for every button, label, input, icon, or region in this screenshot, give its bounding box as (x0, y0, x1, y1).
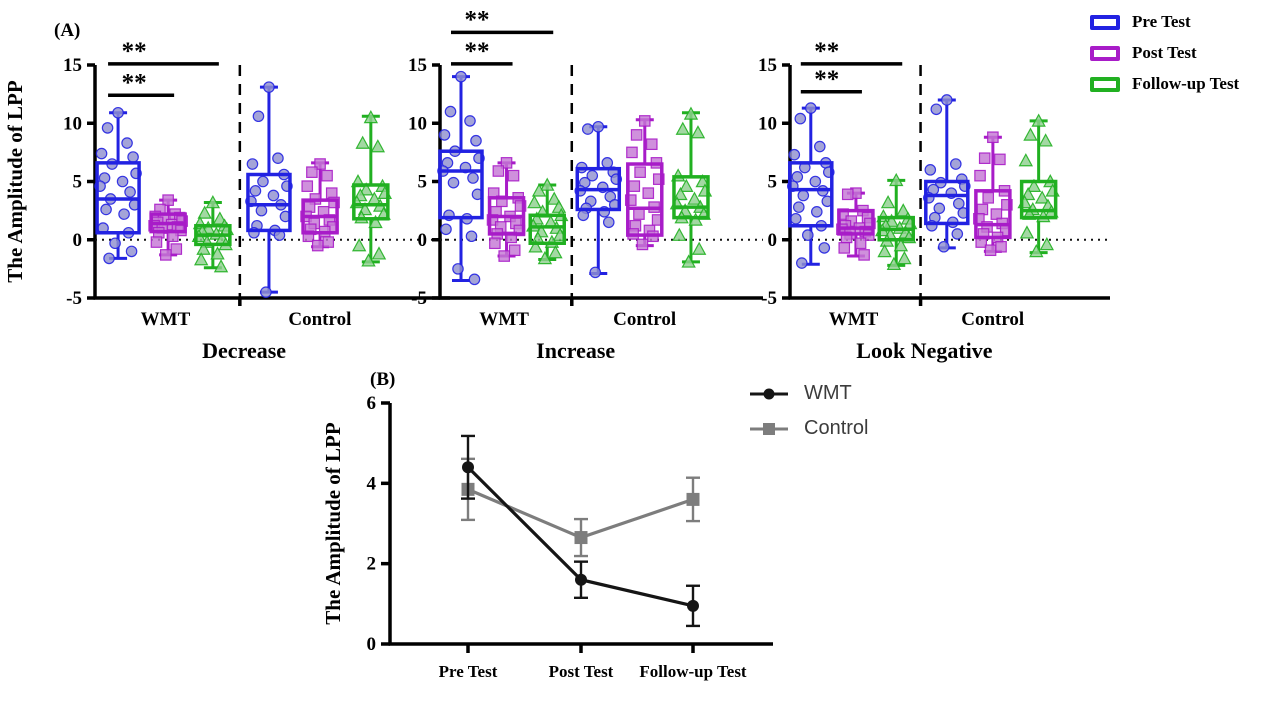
x-tick-label-post-test: Post Test (549, 662, 614, 681)
box-control-post-test (300, 158, 340, 252)
y-tick-label: 0 (768, 230, 778, 251)
significance-stars: ** (464, 38, 489, 65)
box-wmt-follow-up-test (191, 195, 235, 273)
legend-label: Pre Test (1132, 12, 1191, 31)
y-tick-label: -5 (761, 288, 777, 309)
group-label-wmt: WMT (479, 309, 529, 330)
legend-item-pre-test: Pre Test (1090, 12, 1239, 32)
box-wmt-follow-up-test (526, 177, 569, 265)
y-tick-label: 2 (367, 554, 377, 575)
panel-a-legend: Pre Test Post Test Follow-up Test (1090, 12, 1239, 105)
series-wmt (461, 434, 700, 628)
axes (87, 63, 450, 306)
significance-bar: ** (450, 38, 513, 66)
panel-a-label: (A) (54, 20, 81, 41)
y-tick-label: 5 (418, 172, 428, 193)
y-tick-label: 15 (758, 55, 777, 76)
significance-stars: ** (814, 38, 839, 65)
significance-stars: ** (814, 66, 839, 93)
panel-a-subplot-look-negative: 15 10 5 0 -5 **** WMT Control Look Negative (758, 38, 1110, 363)
box-control-post-test (973, 131, 1013, 257)
subplot-title: Decrease (202, 338, 286, 363)
y-tick-label: -5 (66, 288, 82, 309)
significance-stars: ** (122, 38, 147, 65)
legend-label: Post Test (1132, 43, 1197, 62)
y-tick-label: 6 (367, 393, 377, 414)
y-axis-label: The Amplitude of LPP (321, 422, 345, 625)
legend-item-follow-up-test: Follow-up Test (1090, 74, 1239, 94)
panel-b-line-chart: 0 2 4 6 Pre Test Post Test Follow-up Test The A… (321, 393, 773, 681)
y-axis-label: The Amplitude of LPP (3, 80, 27, 283)
box-control-pre-test (923, 94, 971, 253)
significance-bar: ** (450, 6, 554, 35)
box-wmt-follow-up-test (875, 172, 918, 271)
legend-marker-wmt (750, 388, 788, 399)
box-control-post-test (624, 115, 665, 251)
legend-item-wmt: WMT (748, 382, 868, 405)
box-wmt-pre-test (94, 106, 142, 265)
legend-marker-control (750, 422, 788, 435)
group-label-control: Control (613, 309, 676, 330)
legend-label: Control (804, 417, 869, 439)
box-control-follow-up-test (349, 109, 393, 267)
series-control (461, 457, 700, 558)
x-tick-label-pre-test: Pre Test (439, 662, 498, 681)
box-control-pre-test (574, 120, 623, 279)
y-tick-label: 10 (408, 113, 427, 134)
y-tick-label: 0 (367, 634, 377, 655)
subplot-title: Increase (536, 338, 615, 363)
y-tick-label: 10 (758, 113, 777, 134)
legend-label: Follow-up Test (1132, 74, 1240, 93)
box-wmt-pre-test (786, 102, 835, 269)
significance-bar: ** (108, 38, 219, 66)
legend-label: WMT (804, 382, 852, 404)
box-wmt-pre-test (437, 70, 485, 286)
y-tick-label: 0 (418, 230, 428, 251)
y-tick-label: 15 (63, 55, 82, 76)
group-label-wmt: WMT (829, 309, 879, 330)
data-points (574, 120, 623, 279)
axes (381, 401, 773, 653)
y-tick-label: 0 (73, 230, 83, 251)
x-tick-label-follow-up-test: Follow-up Test (639, 662, 747, 681)
box-wmt-post-test (836, 187, 876, 261)
box-control-pre-test (245, 81, 293, 298)
panel-b-legend: WMT Control (748, 382, 868, 452)
legend-swatch-post-test (1090, 45, 1120, 61)
significance-bar: ** (800, 66, 862, 94)
group-label-control: Control (961, 309, 1024, 330)
box-wmt-post-test (486, 157, 527, 262)
legend-swatch-follow-up-test (1090, 76, 1120, 92)
significance-bar: ** (108, 69, 175, 98)
box-wmt-post-test (148, 194, 188, 261)
panel-a-subplot-increase: 15 10 5 0 -5 ** ** WMT Control Increase (408, 6, 763, 363)
y-tick-label: 4 (367, 473, 377, 494)
panel-b-label: (B) (370, 369, 396, 390)
y-tick-label: 5 (73, 172, 83, 193)
legend-item-post-test: Post Test (1090, 43, 1239, 63)
y-tick-label: 10 (63, 113, 82, 134)
y-tick-label: 15 (408, 55, 427, 76)
legend-item-control: Control (748, 417, 868, 440)
group-label-wmt: WMT (141, 309, 191, 330)
box-control-follow-up-test (1017, 113, 1060, 258)
significance-stars: ** (122, 69, 147, 96)
subplot-title: Look Negative (856, 338, 993, 363)
significance-bar: ** (800, 38, 903, 66)
group-label-control: Control (288, 309, 351, 330)
box-control-follow-up-test (669, 106, 713, 268)
significance-stars: ** (464, 6, 489, 33)
y-tick-label: -5 (411, 288, 427, 309)
data-points (245, 81, 293, 298)
legend-swatch-pre-test (1090, 14, 1120, 30)
data-points (148, 194, 188, 261)
y-tick-label: 5 (768, 172, 778, 193)
